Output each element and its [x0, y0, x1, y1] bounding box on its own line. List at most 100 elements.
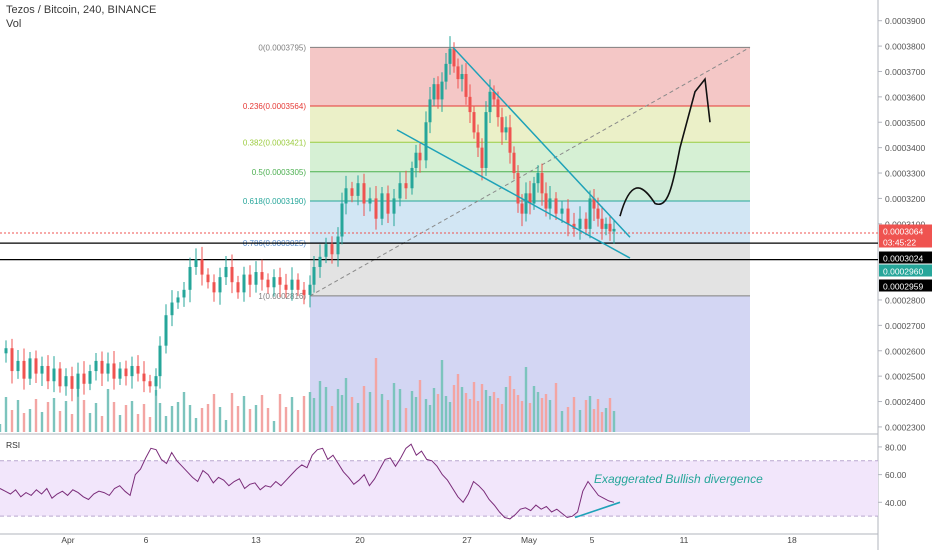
volume-bar: [532, 386, 536, 432]
volume-bar: [456, 374, 460, 432]
candle-body: [212, 282, 216, 293]
volume-bar: [476, 401, 480, 432]
fib-level-label: 1(0.0002816): [258, 292, 306, 301]
volume-bar: [536, 392, 540, 432]
fib-zone: [310, 47, 750, 107]
candle-body: [480, 147, 484, 168]
candle-body: [532, 183, 536, 204]
volume-bar: [4, 397, 8, 432]
volume-bar: [124, 405, 128, 432]
volume-bar: [500, 404, 504, 432]
candle-body: [464, 74, 468, 97]
fib-zone: [310, 106, 750, 143]
candle-body: [340, 203, 344, 237]
volume-bar: [596, 399, 600, 432]
volume-bar: [488, 396, 492, 432]
candle-body: [588, 198, 592, 229]
volume-bar: [464, 393, 468, 432]
candle-body: [34, 358, 38, 374]
price-marker-bg: [879, 224, 932, 237]
candle-body: [600, 218, 604, 229]
price-marker-label: 0.0002960: [883, 267, 923, 277]
price-tick-label: 0.0003300: [885, 169, 925, 179]
volume-bar: [336, 389, 340, 432]
volume-bar: [578, 410, 582, 432]
volume-bar: [560, 411, 564, 432]
candle-body: [318, 256, 322, 267]
candle-body: [428, 99, 432, 123]
volume-bar: [112, 402, 116, 432]
candle-body: [410, 167, 414, 189]
candle-body: [266, 279, 270, 288]
volume-bar: [218, 407, 222, 432]
volume-bar: [170, 406, 174, 432]
volume-bar: [414, 397, 418, 432]
volume-bar: [524, 367, 528, 432]
volume-bar: [266, 408, 270, 432]
candle-body: [164, 315, 168, 346]
candle-body: [22, 360, 26, 379]
volume-bar: [76, 387, 80, 432]
price-tick-label: 0.0003900: [885, 16, 925, 26]
time-axis-label: 11: [680, 535, 689, 545]
volume-bar: [330, 406, 334, 432]
volume-bar: [52, 398, 56, 432]
candle-body: [508, 127, 512, 153]
price-marker-label: 0.0002959: [883, 282, 923, 292]
candle-body: [182, 289, 186, 298]
candle-body: [578, 218, 582, 229]
volume-bar: [356, 403, 360, 432]
candle-body: [540, 173, 544, 194]
price-tick-label: 0.0002500: [885, 372, 925, 382]
volume-bar: [296, 410, 300, 432]
price-tick-label: 0.0003100: [885, 219, 925, 229]
candle-body: [554, 198, 558, 214]
price-marker-bg: [879, 235, 932, 248]
volume-bar: [600, 412, 604, 432]
candle-body: [448, 48, 452, 64]
candle-body: [136, 365, 140, 374]
volume-bar: [554, 383, 558, 432]
volume-bar: [58, 411, 62, 432]
volume-bar: [516, 395, 520, 432]
candle-body: [472, 112, 476, 133]
candle-body: [142, 373, 146, 382]
volume-bar: [164, 416, 168, 432]
candle-body: [520, 203, 524, 214]
volume-bar: [368, 392, 372, 432]
volume-bar: [158, 403, 162, 432]
rsi-tick-label: 40.00: [885, 498, 907, 508]
volume-bar: [588, 396, 592, 432]
volume-bar: [380, 394, 384, 432]
candle-body: [592, 198, 596, 209]
volume-bar: [428, 405, 432, 432]
volume-bar: [432, 388, 436, 432]
candle-body: [10, 348, 14, 372]
volume-bar: [496, 398, 500, 432]
candle-body: [548, 198, 552, 209]
volume-bar: [504, 387, 508, 432]
time-axis-label: 6: [144, 535, 149, 545]
volume-bar: [392, 383, 396, 432]
candle-body: [524, 193, 528, 214]
volume-bar: [82, 400, 86, 432]
volume-bar: [398, 389, 402, 432]
candle-body: [560, 208, 564, 214]
volume-bar: [88, 413, 92, 432]
volume-bar: [278, 394, 282, 432]
candle-body: [468, 96, 472, 113]
volume-bar: [472, 382, 476, 432]
volume-bar: [418, 380, 422, 432]
volume-bar: [460, 387, 464, 432]
candle-body: [118, 368, 122, 379]
candle-body: [254, 272, 258, 285]
candle-body: [242, 274, 246, 293]
time-axis-label: 5: [590, 535, 595, 545]
candle-body: [158, 345, 162, 377]
price-tick-label: 0.0003700: [885, 67, 925, 77]
candle-body: [492, 91, 496, 100]
volume-label: Vol: [6, 18, 22, 30]
volume-bar: [154, 390, 158, 432]
